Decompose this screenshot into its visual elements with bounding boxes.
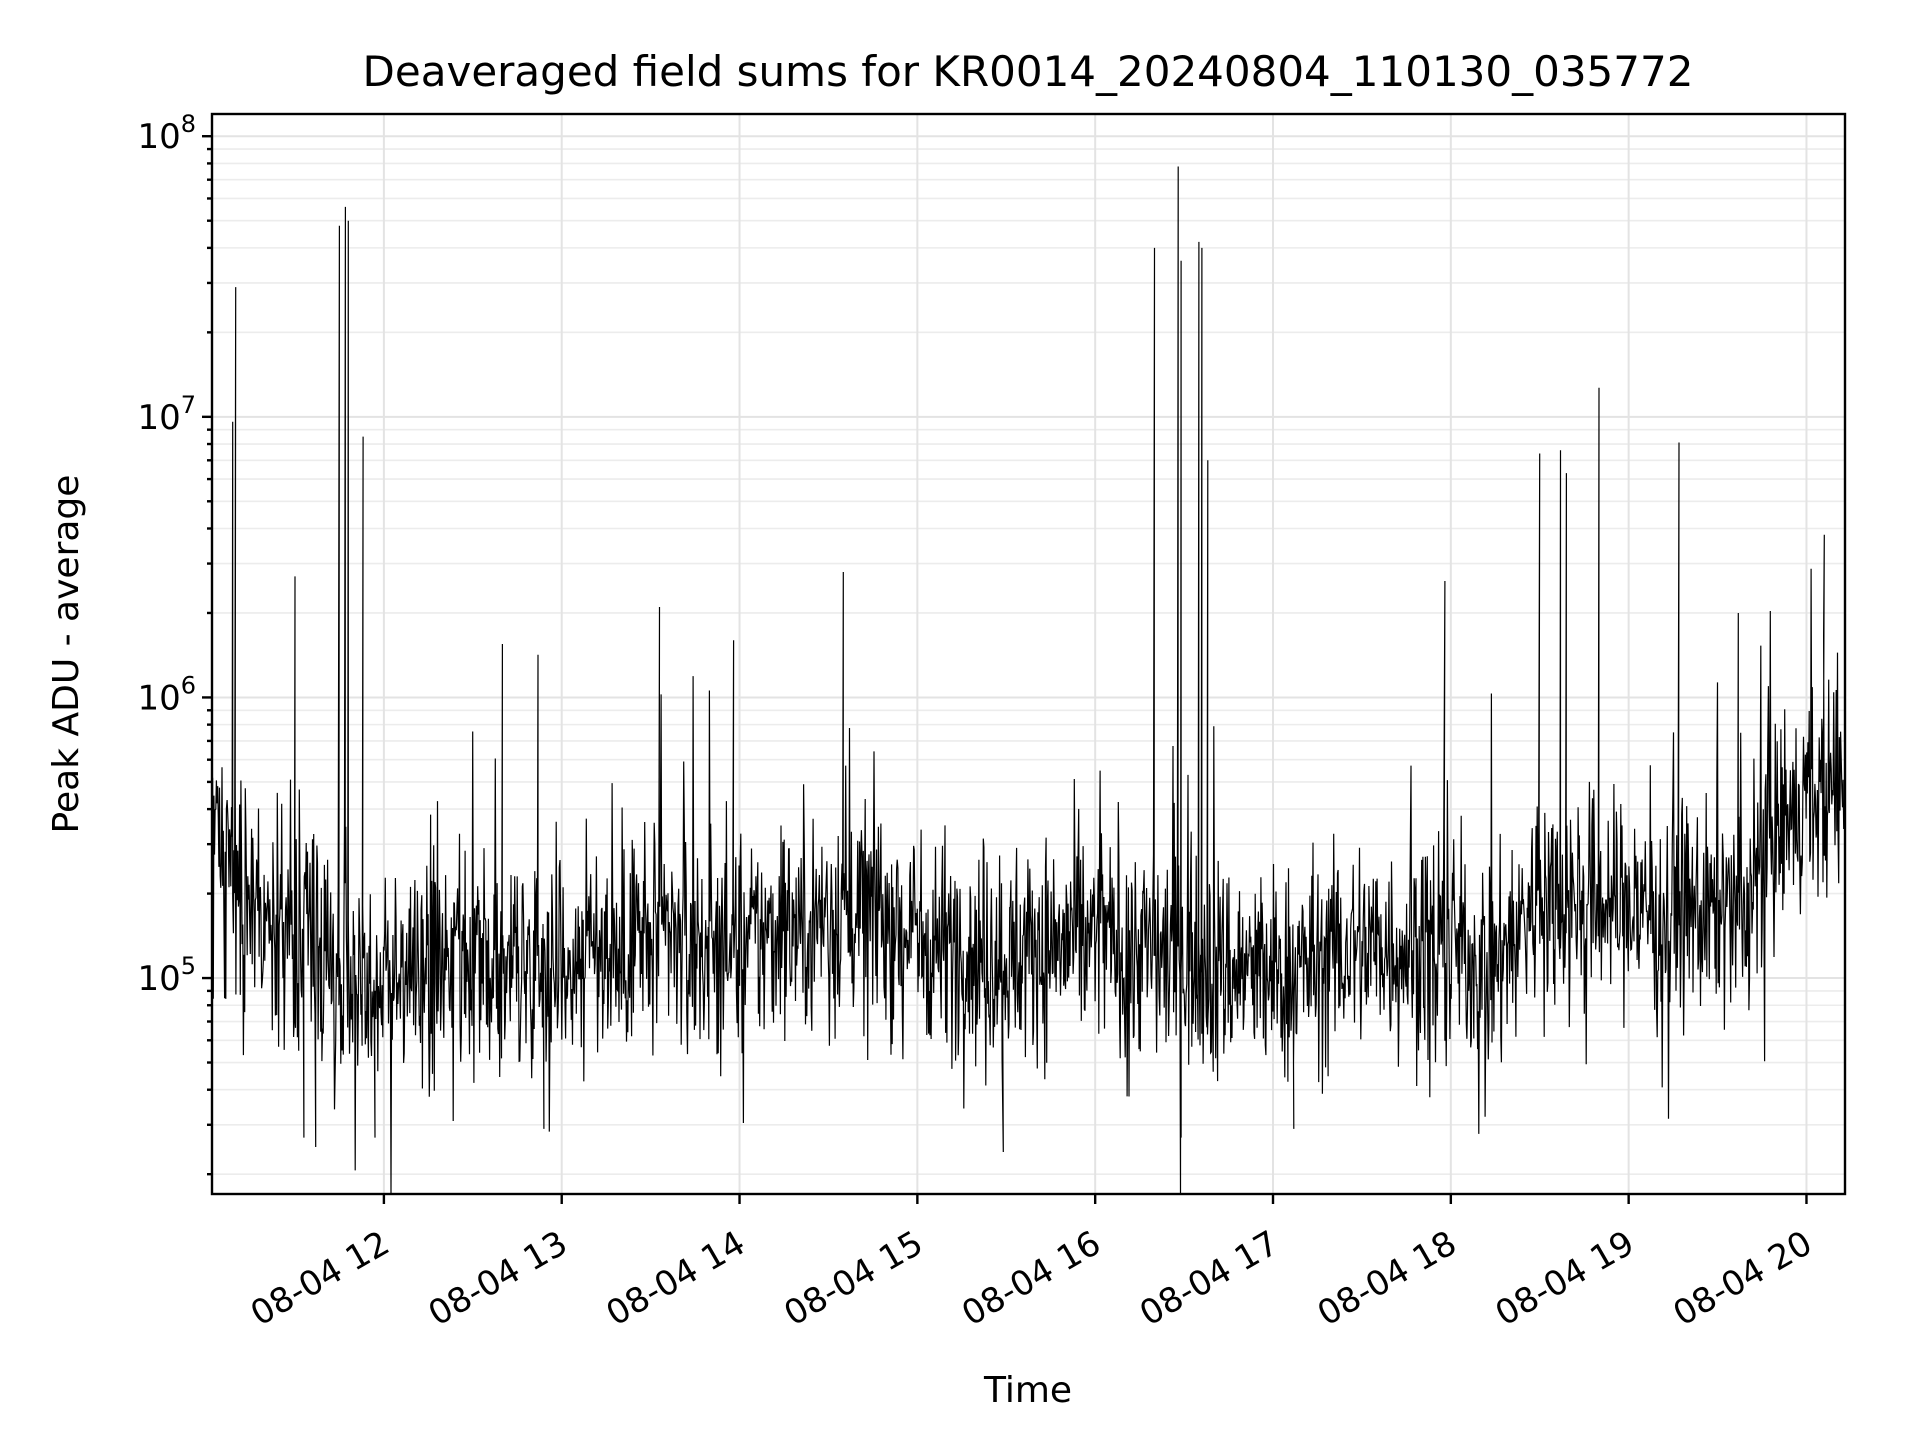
x-axis-label: Time bbox=[983, 1370, 1072, 1411]
series-group bbox=[211, 166, 1846, 1195]
plot-frame bbox=[210, 112, 1847, 1196]
y-axis-label: Peak ADU - average bbox=[46, 475, 87, 834]
y-tick-label: 107 bbox=[137, 391, 196, 438]
y-axis: 105 106 107 108 bbox=[137, 110, 212, 1176]
y-tick-label: 106 bbox=[137, 671, 196, 718]
y-tick-label: 108 bbox=[137, 110, 196, 157]
series-line bbox=[211, 166, 1846, 1195]
chart-title: Deaveraged field sums for KR0014_2024080… bbox=[363, 47, 1694, 96]
y-tick-label: 105 bbox=[137, 952, 196, 999]
